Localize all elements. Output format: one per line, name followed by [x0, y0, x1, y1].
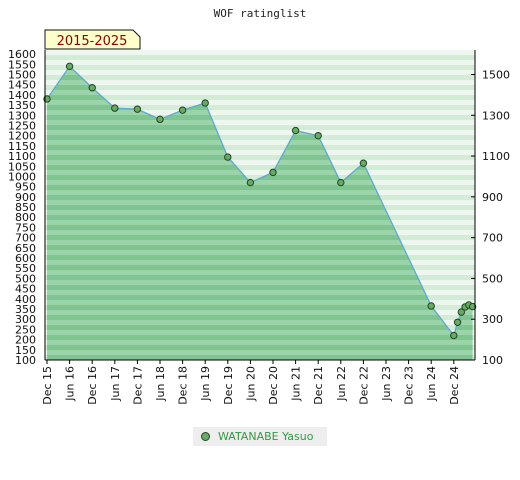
x-tick-label: Dec 15 — [41, 366, 54, 405]
x-tick-label: Dec 18 — [177, 366, 190, 405]
x-tick-label: Jun 16 — [64, 366, 77, 402]
series-line-path — [46, 65, 473, 337]
x-tick-label: Jun 24 — [425, 366, 438, 402]
y-tick-label-right: 300 — [482, 313, 503, 326]
data-point — [291, 126, 300, 135]
y-tick-label-left: 800 — [15, 211, 36, 224]
y-tick-label-left: 1300 — [8, 109, 36, 122]
y-tick-label-left: 450 — [15, 283, 36, 296]
y-tick-label-left: 200 — [15, 334, 36, 347]
y-tick-label-left: 500 — [15, 272, 36, 285]
data-point — [178, 106, 187, 114]
y-axis-right: 1500 1300 1100 900 700 500 300 100 — [471, 50, 510, 367]
y-tick-label-left: 1400 — [8, 89, 36, 102]
data-point — [427, 302, 435, 310]
y-tick-label-left: 1200 — [8, 130, 36, 143]
x-tick-label: Dec 19 — [222, 366, 235, 405]
data-point — [453, 318, 462, 326]
y-tick-label-left: 1600 — [8, 48, 36, 61]
y-tick-label-left: 1150 — [8, 140, 36, 153]
x-tick-label: Dec 20 — [267, 366, 280, 405]
data-point — [156, 115, 164, 124]
range-badge: 2015-2025 — [44, 29, 141, 50]
data-point — [201, 99, 209, 107]
x-tick-label: Jun 23 — [380, 366, 393, 402]
data-point — [246, 178, 255, 187]
y-tick-label-right: 1100 — [482, 150, 510, 163]
y-tick-label-left: 300 — [15, 313, 36, 326]
y-tick-label-left: 1250 — [8, 119, 36, 132]
data-point — [269, 168, 277, 177]
y-tick-label-left: 150 — [15, 344, 36, 357]
data-point — [88, 84, 96, 92]
x-axis: Dec 15 Jun 16 Dec 16 Jun 17 Dec 17 Jun 18 Dec … — [41, 359, 475, 405]
y-tick-label-left: 750 — [15, 221, 36, 234]
x-tick-label: Dec 24 — [448, 366, 461, 405]
data-point — [457, 308, 466, 316]
y-tick-label-left: 650 — [15, 242, 36, 255]
y-tick-label-left: 600 — [15, 252, 36, 265]
y-tick-label-left: 1450 — [8, 79, 36, 92]
y-tick-label-left: 1350 — [8, 99, 36, 112]
legend-label: WATANABE Yasuo — [218, 430, 314, 443]
data-point — [111, 104, 119, 112]
data-point — [450, 331, 458, 340]
x-tick-label: Dec 17 — [131, 366, 144, 405]
series-markers — [43, 62, 477, 340]
x-tick-label: Dec 22 — [357, 366, 370, 405]
y-tick-label-left: 1550 — [8, 58, 36, 71]
x-tick-label: Jun 21 — [290, 366, 303, 402]
y-tick-label-left: 350 — [15, 303, 36, 316]
data-point — [359, 159, 368, 167]
y-axis-left: 1600155015001450140013501300125012001150… — [8, 48, 46, 367]
y-tick-label-left: 550 — [15, 262, 36, 275]
area-shape — [47, 66, 473, 360]
x-tick-label: Dec 23 — [403, 366, 416, 405]
x-tick-label: Dec 16 — [86, 366, 99, 405]
y-tick-label-right: 900 — [482, 191, 503, 204]
data-point — [133, 105, 142, 113]
y-tick-label-right: 700 — [482, 232, 503, 245]
data-point — [337, 178, 345, 187]
x-tick-label: Jun 22 — [335, 366, 348, 402]
series-line — [46, 65, 473, 337]
x-tick-label: Jun 17 — [109, 366, 122, 402]
x-tick-label: Jun 19 — [199, 366, 212, 402]
y-tick-label-left: 1100 — [8, 150, 36, 163]
x-tick-label: Jun 20 — [244, 366, 257, 402]
legend-marker-icon — [201, 432, 210, 441]
y-tick-label-left: 100 — [15, 354, 36, 367]
range-badge-text: 2015-2025 — [57, 34, 128, 49]
data-point — [314, 131, 322, 140]
y-tick-label-left: 1050 — [8, 160, 36, 173]
x-tick-label: Jun 18 — [154, 366, 167, 402]
x-tick-label: Dec 21 — [312, 366, 325, 405]
data-point — [224, 153, 232, 161]
y-tick-label-right: 1500 — [482, 68, 510, 81]
data-point — [468, 302, 477, 311]
y-tick-label-left: 950 — [15, 181, 36, 194]
y-tick-label-left: 700 — [15, 232, 36, 245]
legend: WATANABE Yasuo — [193, 427, 327, 446]
area-fill — [47, 66, 473, 360]
y-tick-label-left: 1000 — [8, 170, 36, 183]
y-tick-label-left: 1500 — [8, 68, 36, 81]
y-tick-label-left: 850 — [15, 201, 36, 214]
data-point — [65, 62, 74, 71]
y-tick-label-left: 900 — [15, 191, 36, 204]
y-tick-label-left: 400 — [15, 293, 36, 306]
y-tick-label-right: 500 — [482, 272, 503, 285]
chart-title: WOF ratinglist — [214, 7, 307, 20]
y-tick-label-left: 250 — [15, 323, 36, 336]
y-tick-label-right: 100 — [482, 354, 503, 367]
y-tick-label-right: 1300 — [482, 109, 510, 122]
